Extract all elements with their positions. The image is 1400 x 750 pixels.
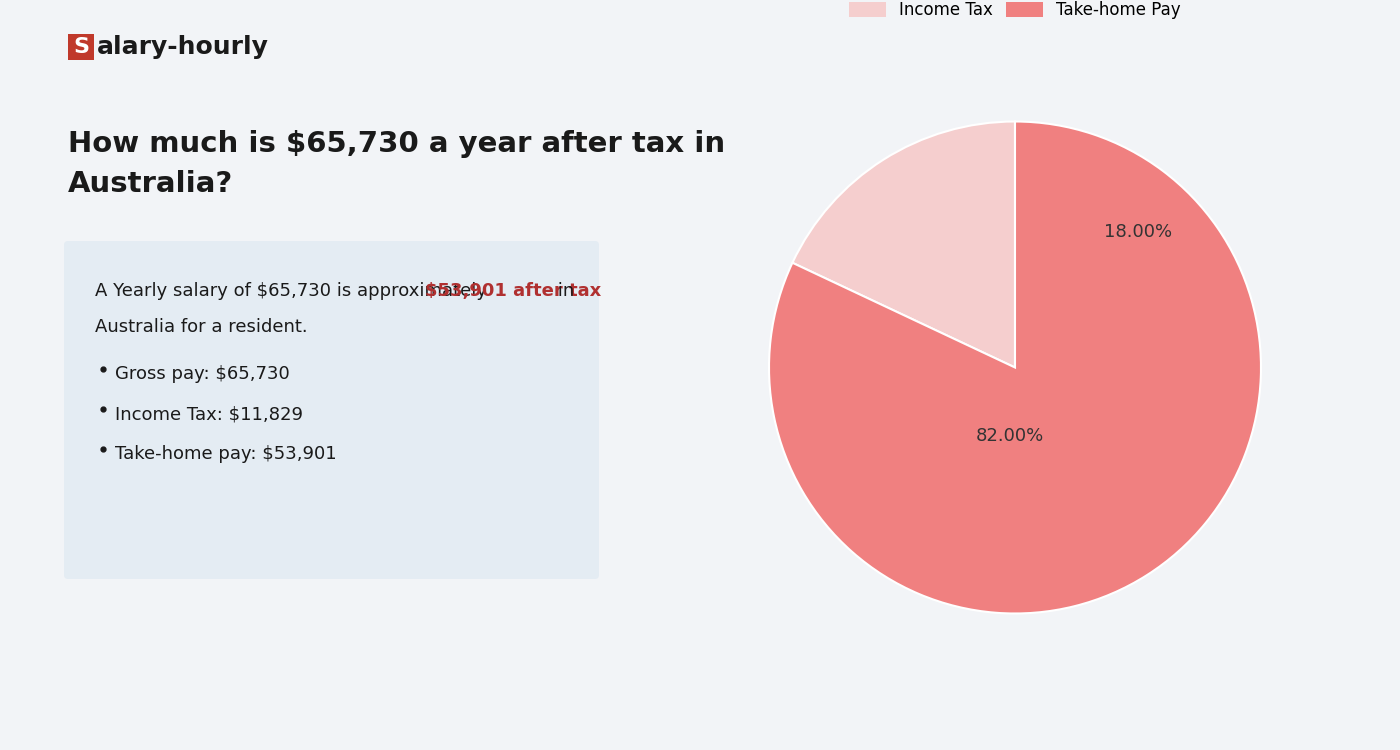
Text: S: S (73, 37, 90, 57)
Text: Take-home pay: $53,901: Take-home pay: $53,901 (115, 445, 336, 463)
Text: in: in (553, 282, 575, 300)
FancyBboxPatch shape (69, 34, 94, 60)
Text: Australia for a resident.: Australia for a resident. (95, 318, 308, 336)
FancyBboxPatch shape (64, 241, 599, 579)
Text: 82.00%: 82.00% (976, 427, 1044, 445)
Text: Australia?: Australia? (69, 170, 234, 198)
Text: Income Tax: $11,829: Income Tax: $11,829 (115, 405, 302, 423)
Text: How much is $65,730 a year after tax in: How much is $65,730 a year after tax in (69, 130, 725, 158)
Wedge shape (769, 122, 1261, 614)
Legend: Income Tax, Take-home Pay: Income Tax, Take-home Pay (843, 0, 1187, 26)
Text: Gross pay: $65,730: Gross pay: $65,730 (115, 365, 290, 383)
Text: 18.00%: 18.00% (1105, 224, 1172, 242)
Text: A Yearly salary of $65,730 is approximately: A Yearly salary of $65,730 is approximat… (95, 282, 493, 300)
Text: $53,901 after tax: $53,901 after tax (426, 282, 601, 300)
Text: alary-hourly: alary-hourly (97, 35, 269, 59)
Wedge shape (792, 122, 1015, 368)
